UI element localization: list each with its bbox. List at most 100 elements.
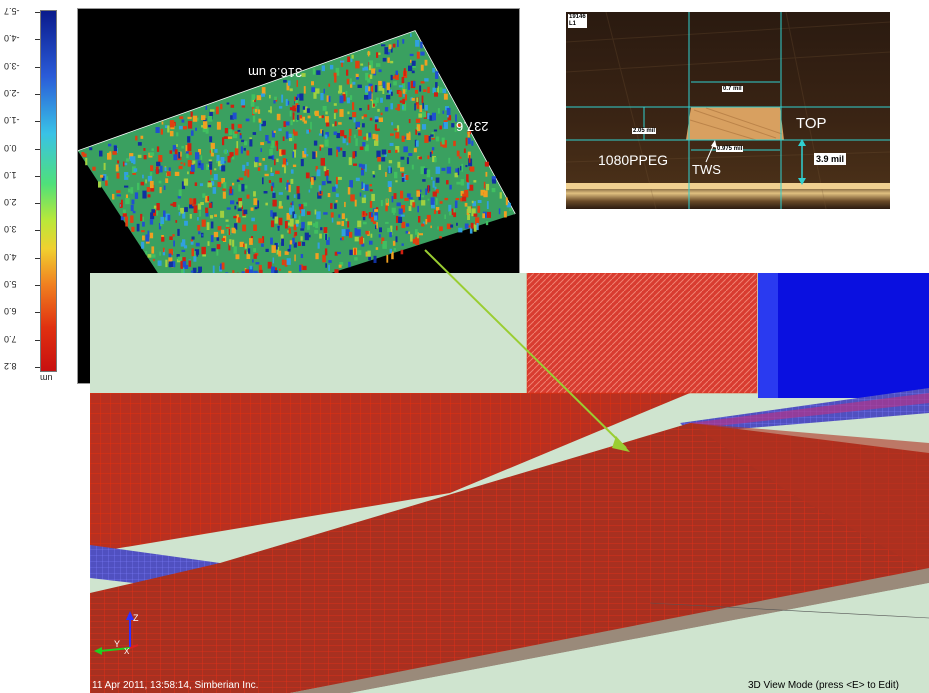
surface-speck bbox=[271, 182, 275, 188]
surface-speck bbox=[455, 114, 457, 122]
surface-speck bbox=[388, 165, 391, 174]
surface-speck bbox=[380, 97, 383, 103]
colorbar-tick-label: 2.0 bbox=[4, 197, 17, 208]
surface-speck bbox=[441, 167, 446, 171]
surface-speck bbox=[292, 211, 295, 219]
surface-speck bbox=[253, 191, 256, 197]
surface-speck bbox=[177, 256, 183, 261]
surface-speck bbox=[374, 85, 378, 93]
surface-speck bbox=[173, 154, 178, 161]
surface-speck bbox=[270, 106, 272, 114]
surface-speck bbox=[223, 182, 227, 189]
surface-speck bbox=[483, 190, 488, 198]
surface-speck bbox=[368, 65, 372, 71]
surface-speck bbox=[320, 157, 325, 166]
surface-speck bbox=[180, 263, 183, 269]
surface-speck bbox=[388, 89, 392, 95]
surface-speck bbox=[419, 189, 422, 193]
surface-speck bbox=[297, 105, 300, 113]
surface-speck bbox=[418, 132, 421, 136]
surface-speck bbox=[289, 240, 293, 245]
surface-speck bbox=[275, 170, 280, 175]
surface-speck bbox=[491, 188, 496, 193]
surface-speck bbox=[198, 149, 201, 155]
surface-speck bbox=[387, 181, 392, 187]
surface-speck bbox=[289, 218, 294, 227]
surface-speck bbox=[419, 85, 422, 92]
surface-speck bbox=[176, 144, 178, 147]
surface-speck bbox=[464, 202, 468, 207]
surface-speck bbox=[299, 264, 302, 272]
surface-speck bbox=[129, 153, 134, 160]
surface-speck bbox=[271, 155, 275, 161]
surface-speck bbox=[303, 106, 308, 113]
surface-speck bbox=[207, 196, 209, 202]
surface-speck bbox=[396, 225, 398, 231]
surface-speck bbox=[451, 123, 455, 128]
surface-speck bbox=[327, 180, 332, 184]
surface-speck bbox=[169, 150, 173, 154]
surface-speck bbox=[199, 210, 201, 217]
surface-speck bbox=[158, 155, 163, 163]
surface-speck bbox=[241, 104, 246, 108]
surface-speck bbox=[312, 151, 316, 159]
surface-speck bbox=[295, 119, 299, 122]
surface-speck bbox=[315, 88, 320, 94]
surface-speck bbox=[369, 74, 373, 79]
surface-speck bbox=[342, 151, 346, 157]
surface-speck bbox=[123, 162, 128, 166]
surface-speck bbox=[228, 129, 233, 135]
surface-speck bbox=[460, 190, 464, 197]
surface-speck bbox=[241, 139, 245, 143]
surface-speck bbox=[240, 99, 245, 106]
surface-speck bbox=[273, 100, 276, 104]
surface-speck bbox=[158, 180, 162, 184]
surface-speck bbox=[371, 68, 376, 74]
surface-speck bbox=[302, 265, 307, 271]
surface-speck bbox=[487, 211, 491, 218]
surface-speck bbox=[216, 237, 220, 241]
surface-speck bbox=[244, 141, 248, 146]
surface-speck bbox=[253, 248, 256, 253]
surface-speck bbox=[145, 179, 147, 184]
surface-speck bbox=[325, 111, 328, 115]
surface-speck bbox=[402, 98, 405, 105]
label-tws: TWS bbox=[692, 162, 721, 177]
surface-speck bbox=[224, 128, 228, 134]
surface-speck bbox=[246, 194, 250, 199]
surface-speck bbox=[316, 70, 321, 75]
mesh-3d-view[interactable]: Z Y X bbox=[90, 273, 929, 693]
surface-speck bbox=[368, 83, 373, 87]
colorbar-tick-mark bbox=[35, 285, 40, 287]
surface-speck bbox=[193, 198, 197, 205]
surface-speck bbox=[403, 146, 408, 153]
surface-speck bbox=[401, 177, 405, 182]
surface-speck bbox=[424, 104, 428, 111]
surface-speck bbox=[477, 200, 482, 203]
surface-speck bbox=[334, 121, 337, 127]
surface-speck bbox=[418, 216, 421, 223]
surface-speck bbox=[390, 103, 393, 110]
surface-speck bbox=[251, 217, 255, 222]
surface-speck bbox=[156, 146, 160, 152]
surface-speck bbox=[228, 229, 231, 235]
surface-speck bbox=[410, 234, 413, 242]
surface-speck bbox=[450, 224, 454, 228]
surface-speck bbox=[201, 219, 206, 227]
surface-speck bbox=[456, 222, 458, 226]
surface-speck bbox=[343, 135, 347, 139]
surface-speck bbox=[376, 52, 381, 55]
surface-speck bbox=[340, 237, 344, 241]
surface-speck bbox=[141, 216, 144, 222]
sample-id: 19146 L1 bbox=[568, 14, 587, 28]
surface-speck bbox=[298, 215, 301, 224]
surface-speck bbox=[389, 248, 392, 253]
surface-speck bbox=[167, 214, 171, 221]
surface-speck bbox=[420, 51, 425, 56]
surface-speck bbox=[265, 248, 269, 252]
surface-speck bbox=[348, 136, 351, 143]
surface-speck bbox=[385, 205, 388, 212]
surface-speck bbox=[130, 187, 134, 194]
dim-thickness: 3.9 mil bbox=[814, 153, 847, 165]
surface-speck bbox=[394, 171, 398, 179]
